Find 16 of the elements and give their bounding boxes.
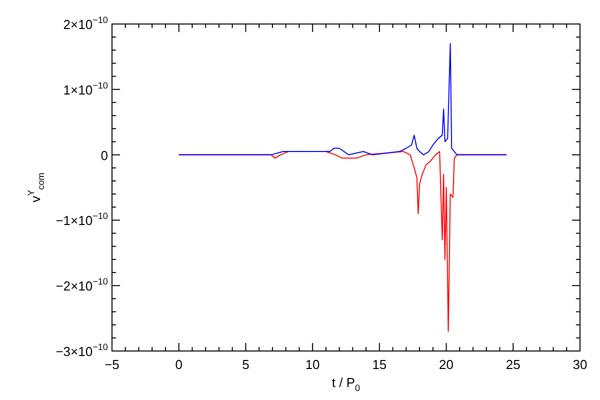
x-tick-label: 5 [242, 357, 250, 372]
y-tick-label: −1×10$^{−10}$ [56, 211, 108, 228]
x-tick-label: −5 [104, 357, 120, 372]
y-tick-label: 1×10$^{−10}$ [63, 80, 108, 98]
x-tick-label: 15 [372, 357, 387, 372]
y-tick-label: −3×10$^{−10}$ [56, 342, 108, 359]
x-tick-label: 25 [506, 357, 520, 372]
x-tick-label: 20 [439, 357, 454, 372]
x-axis-title: t / P$_{0}$ [332, 375, 360, 393]
line-series [178, 43, 507, 156]
x-tick-label: 10 [305, 357, 320, 372]
y-tick-label: 2×10$^{−10}$ [63, 15, 108, 32]
x-tick-label: 30 [572, 357, 588, 372]
x-tick-label: 0 [175, 357, 182, 372]
y-tick-label: −2×10$^{−10}$ [56, 276, 108, 294]
y-tick-label: 0 [100, 148, 108, 163]
